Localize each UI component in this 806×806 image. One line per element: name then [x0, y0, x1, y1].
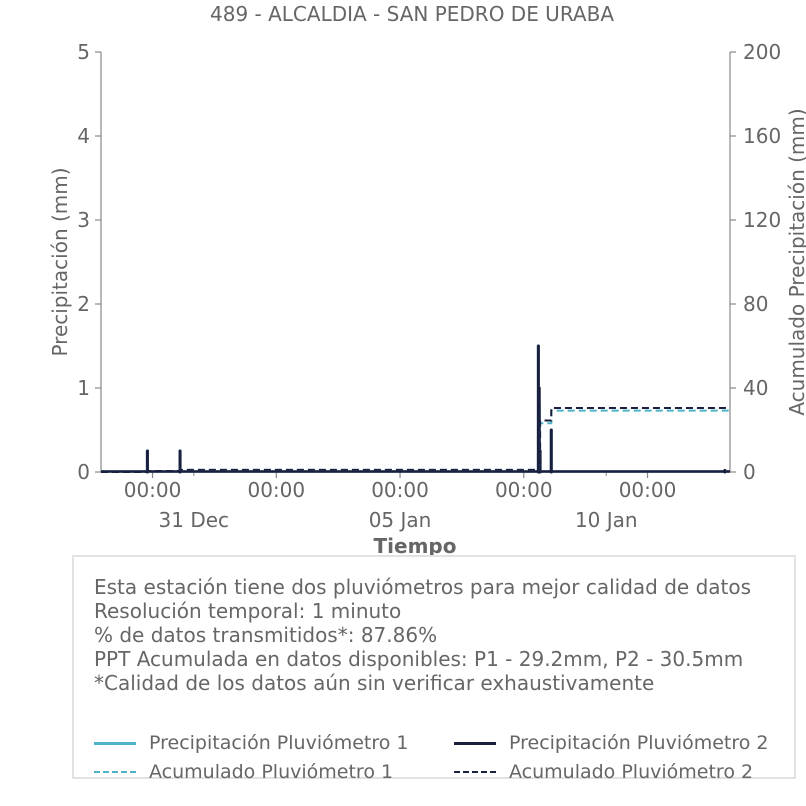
y-tick-label-right-5: 200 [743, 40, 781, 64]
x-tick-label-3: 00:00 [495, 478, 553, 502]
x-date-label-1: 05 Jan [369, 508, 432, 532]
y-axis-label-right: Acumulado Precipitación (mm) [785, 108, 806, 415]
info-line-transmitted: % de datos transmitidos*: 87.86% [94, 623, 438, 647]
legend-item-acum-p1: Acumulado Pluviómetro 1 [94, 758, 393, 786]
info-line-dual-gauge: Esta estación tiene dos pluviómetros par… [94, 575, 752, 599]
y-tick-label-left-2: 2 [77, 292, 90, 316]
precipitation-chart: 489 - ALCALDIA - SAN PEDRO DE URABA 0 1 2 3… [48, 2, 806, 558]
plot-axes: 0 1 2 3 4 5 0 40 80 120 160 200 00:00 00:00 00:00 00:00… [77, 40, 781, 532]
y-tick-label-right-4: 160 [743, 124, 781, 148]
info-text: Esta estación tiene dos pluviómetros par… [94, 575, 751, 695]
series-line-3 [101, 406, 730, 473]
y-axis-label-left: Precipitación (mm) [48, 167, 72, 356]
x-tick-label-4: 00:00 [619, 478, 677, 502]
chart-title: 489 - ALCALDIA - SAN PEDRO DE URABA [210, 2, 614, 26]
legend-label-precip-p2: Precipitación Pluviómetro 2 [509, 732, 769, 754]
y-tick-label-left-1: 1 [77, 376, 90, 400]
series-1 [101, 344, 730, 474]
info-line-accumulated: PPT Acumulada en datos disponibles: P1 -… [94, 647, 744, 671]
legend-swatch-acum-p1 [94, 771, 136, 773]
info-box: Esta estación tiene dos pluviómetros par… [72, 555, 796, 783]
x-axis-label: Tiempo [374, 534, 457, 558]
y-tick-label-right-2: 80 [743, 292, 768, 316]
legend-item-precip-p1: Precipitación Pluviómetro 1 [94, 729, 409, 757]
legend-item-precip-p2: Precipitación Pluviómetro 2 [454, 729, 769, 757]
x-tick-label-2: 00:00 [371, 478, 429, 502]
info-line-quality-note: *Calidad de los datos aún sin verificar … [94, 671, 655, 695]
info-line-resolution: Resolución temporal: 1 minuto [94, 599, 402, 623]
legend-swatch-acum-p2 [454, 771, 496, 773]
y-tick-label-left-0: 0 [77, 460, 90, 484]
y-tick-label-right-0: 0 [743, 460, 756, 484]
legend-item-acum-p2: Acumulado Pluviómetro 2 [454, 758, 753, 786]
series-3 [101, 406, 730, 473]
y-tick-label-left-3: 3 [77, 208, 90, 232]
x-tick-label-0: 00:00 [124, 478, 182, 502]
series-layer [101, 344, 730, 474]
y-tick-label-right-3: 120 [743, 208, 781, 232]
y-tick-label-left-4: 4 [77, 124, 90, 148]
series-2 [101, 409, 730, 473]
y-tick-label-left-5: 5 [77, 40, 90, 64]
legend-swatch-precip-p1 [94, 741, 136, 745]
x-date-label-0: 31 Dec [159, 508, 230, 532]
legend-label-precip-p1: Precipitación Pluviómetro 1 [149, 732, 409, 754]
legend-label-acum-p1: Acumulado Pluviómetro 1 [149, 761, 394, 783]
legend-swatch-precip-p2 [454, 741, 496, 745]
series-line-2 [101, 409, 730, 473]
legend-label-acum-p2: Acumulado Pluviómetro 2 [509, 761, 754, 783]
x-tick-label-1: 00:00 [247, 478, 305, 502]
series-0 [101, 344, 730, 474]
y-tick-label-right-1: 40 [743, 376, 768, 400]
x-date-label-2: 10 Jan [575, 508, 638, 532]
